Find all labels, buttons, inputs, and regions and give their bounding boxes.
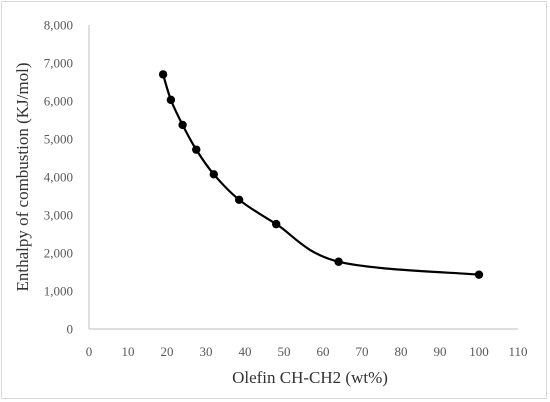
y-tick-label: 6,000 bbox=[44, 94, 73, 109]
y-tick-label: 1,000 bbox=[44, 284, 73, 299]
y-tick-label: 8,000 bbox=[44, 18, 73, 33]
data-point bbox=[334, 257, 343, 266]
x-tick-label: 50 bbox=[278, 344, 291, 359]
x-tick-label: 90 bbox=[434, 344, 447, 359]
x-tick-label: 40 bbox=[239, 344, 252, 359]
x-tick-label: 10 bbox=[122, 344, 135, 359]
y-tick-label: 0 bbox=[67, 322, 74, 337]
y-tick-label: 7,000 bbox=[44, 56, 73, 71]
data-point bbox=[209, 170, 218, 179]
x-tick-label: 30 bbox=[200, 344, 213, 359]
data-point bbox=[192, 145, 201, 154]
y-tick-labels: 0 1,000 2,000 3,000 4,000 5,000 6,000 7,000 8,00… bbox=[44, 18, 73, 337]
x-axis-title: Olefin CH-CH2 (wt%) bbox=[232, 368, 388, 387]
y-tick-label: 4,000 bbox=[44, 170, 73, 185]
data-point bbox=[158, 70, 168, 79]
x-tick-label: 100 bbox=[469, 344, 489, 359]
y-axis-title: Enthalpy of combustion (KJ/mol) bbox=[13, 62, 32, 291]
y-tick-label: 3,000 bbox=[44, 208, 73, 223]
data-point bbox=[272, 219, 281, 229]
x-tick-labels: 0 10 20 30 40 50 60 70 80 90 100 110 bbox=[86, 344, 528, 359]
x-tick-label: 80 bbox=[395, 344, 408, 359]
data-point bbox=[474, 270, 484, 279]
x-tick-label: 60 bbox=[317, 344, 330, 359]
series-layer bbox=[158, 70, 484, 279]
data-point bbox=[178, 120, 187, 130]
data-point bbox=[234, 195, 244, 204]
x-tick-label: 70 bbox=[356, 344, 369, 359]
x-tick-label: 110 bbox=[508, 344, 527, 359]
x-tick-label: 20 bbox=[161, 344, 174, 359]
y-tick-label: 2,000 bbox=[44, 246, 73, 261]
x-tick-label: 0 bbox=[86, 344, 93, 359]
y-tick-label: 5,000 bbox=[44, 132, 73, 147]
data-point bbox=[166, 95, 176, 105]
